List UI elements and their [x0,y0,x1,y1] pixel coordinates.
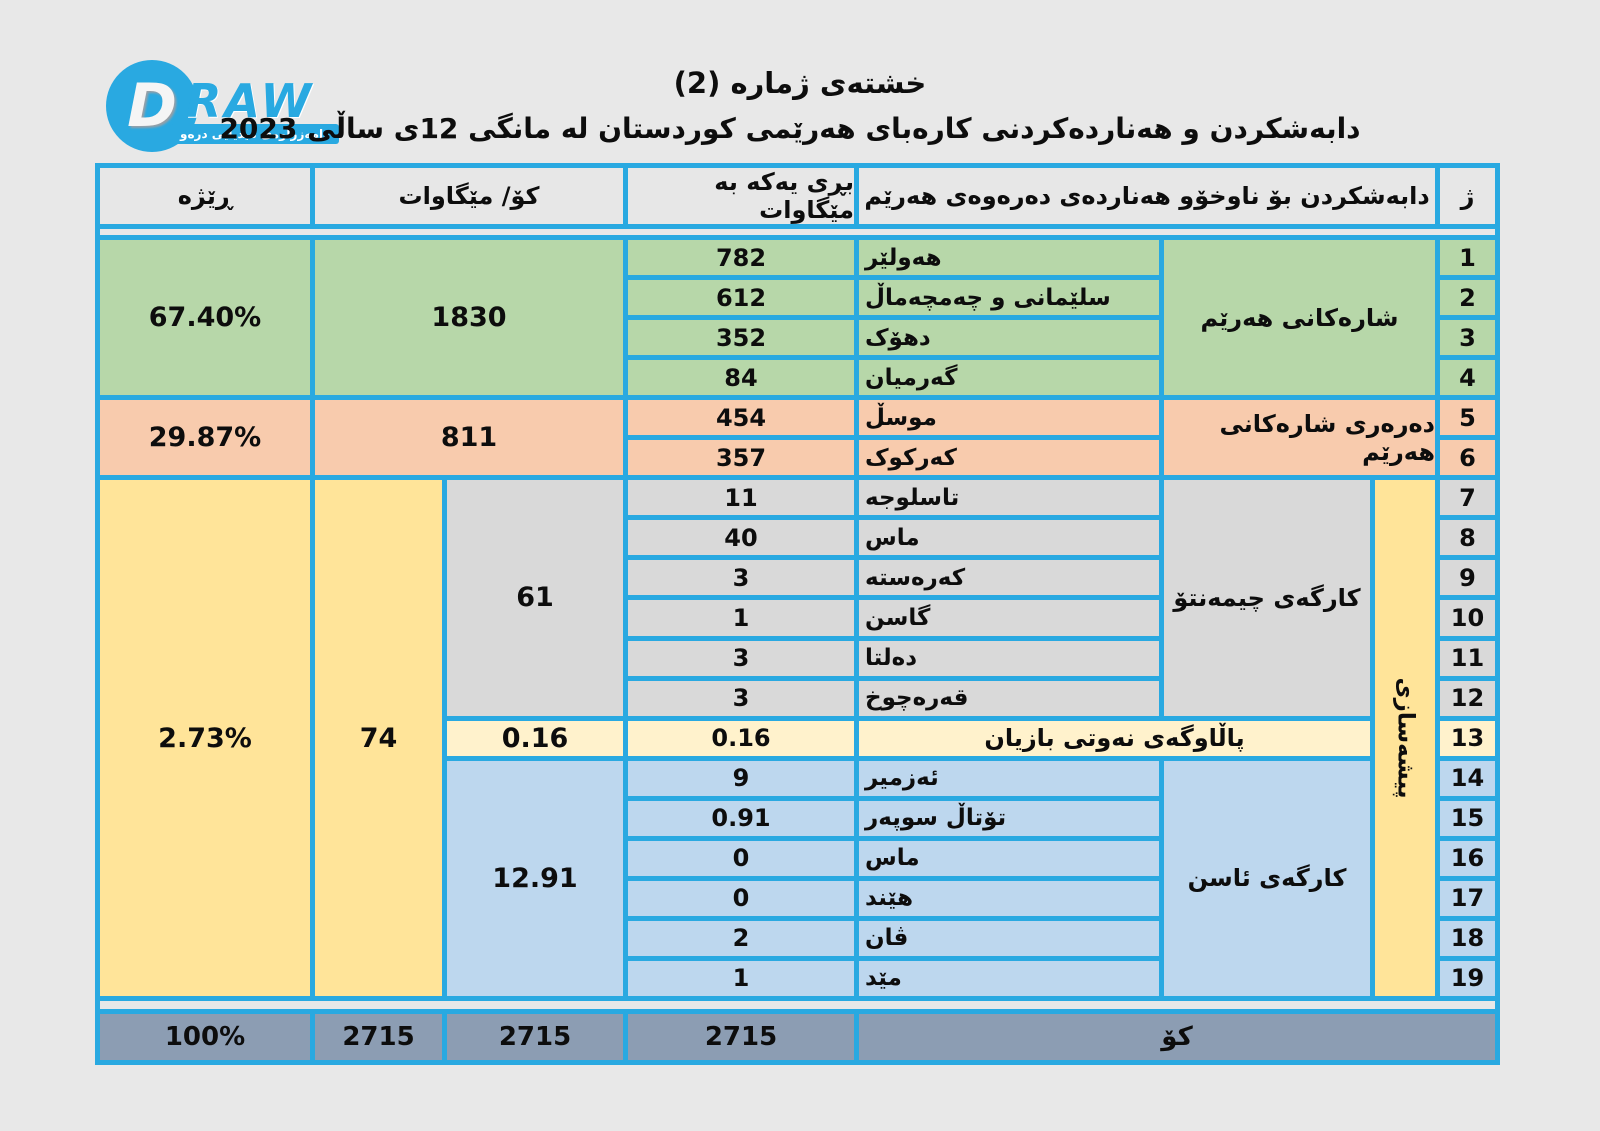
draw-media-logo: D RAW دامەزراوەی میدیایی درەو [106,60,340,160]
outside-region-group-label: دەرەری شارەکانی هەرێم [1164,400,1435,476]
grand-total-a: 2715 [315,1013,442,1060]
header-row-number: ژ [1440,168,1495,224]
header-ratio: ڕێژە [100,168,310,224]
unit-cell: 0.91 [628,800,854,836]
row-number-cell: 7 [1440,480,1495,516]
row-number-cell: 12 [1440,680,1495,716]
row-number-cell: 8 [1440,520,1495,556]
grand-total-label: کۆ [859,1013,1495,1060]
outside-region-total: 811 [315,400,623,476]
header-body-divider [100,229,1495,235]
row-number-cell: 1 [1440,240,1495,276]
name-cell: سلێمانی و چەمچەماڵ [859,280,1159,316]
name-cell: مێد [859,960,1159,996]
row-number-cell: 10 [1440,600,1495,636]
page-subtitle: دابەشکردن و هەناردەکردنی کارەبای هەرێمی … [219,112,1361,145]
name-cell: هێند [859,880,1159,916]
grand-total-unit: 2715 [628,1013,854,1060]
unit-cell: 84 [628,360,854,396]
unit-cell: 2 [628,920,854,956]
logo-letter-d: D [127,71,177,141]
refinery-unit: 0.16 [628,720,854,756]
unit-cell: 3 [628,640,854,676]
page-title: خشتەی ژماره (2) [673,66,927,100]
unit-cell: 40 [628,520,854,556]
cement-subtotal: 61 [447,480,623,716]
name-cell: ئەزمیر [859,760,1159,796]
name-cell: کەرکوک [859,440,1159,476]
row-number-cell: 18 [1440,920,1495,956]
row-number-cell: 15 [1440,800,1495,836]
unit-cell: 9 [628,760,854,796]
row-number-cell: 2 [1440,280,1495,316]
cement-group-label: کارگەی چیمەنتۆ [1164,480,1370,716]
refinery-subtotal: 0.16 [447,720,623,756]
iron-group-label: کارگەی ئاسن [1164,760,1370,996]
name-cell: قەرەچوخ [859,680,1159,716]
row-number-cell: 3 [1440,320,1495,356]
logo-wordmark: RAW [186,74,315,128]
unit-cell: 352 [628,320,854,356]
logo-banner-text: دامەزراوەی میدیایی درەو [170,124,340,144]
unit-cell: 3 [628,680,854,716]
region-cities-ratio: 67.40% [100,240,310,396]
unit-cell: 1 [628,960,854,996]
name-cell: هەولێر [859,240,1159,276]
industry-total: 74 [315,480,442,996]
unit-cell: 3 [628,560,854,596]
name-cell: گاسن [859,600,1159,636]
industry-vertical-label-text: پیشەسازی [1391,677,1418,799]
name-cell: دهۆک [859,320,1159,356]
name-cell: ڤان [859,920,1159,956]
unit-cell: 357 [628,440,854,476]
row-number-cell: 6 [1440,440,1495,476]
row-number-cell: 9 [1440,560,1495,596]
row-number-cell: 19 [1440,960,1495,996]
iron-subtotal: 12.91 [447,760,623,996]
row-number-cell: 16 [1440,840,1495,876]
grand-total-b: 2715 [447,1013,623,1060]
row-number-cell: 5 [1440,400,1495,436]
header-category: دابەشکردن بۆ ناوخۆو هەناردەی دەرەوەی هەر… [859,168,1435,224]
grand-total-ratio: 100% [100,1013,310,1060]
row-number-cell: 14 [1440,760,1495,796]
body-footer-divider [100,1000,1495,1009]
name-cell: تاسلوجە [859,480,1159,516]
unit-cell: 782 [628,240,854,276]
unit-cell: 612 [628,280,854,316]
refinery-name: پاڵاوگەی نەوتی بازیان [859,720,1370,756]
name-cell: موسڵ [859,400,1159,436]
row-number-cell: 4 [1440,360,1495,396]
header-unit-amount: بڕی یەکە بە مێگاوات [628,168,854,224]
name-cell: ماس [859,840,1159,876]
unit-cell: 1 [628,600,854,636]
name-cell: ماس [859,520,1159,556]
name-cell: تۆتاڵ سوپەر [859,800,1159,836]
logo-circle-icon: D [106,60,198,152]
industry-vertical-label: پیشەسازی [1375,480,1435,996]
electricity-distribution-table: ڕێژە کۆ/ مێگاوات بڕی یەکە بە مێگاوات داب… [95,163,1500,1065]
row-number-cell: 17 [1440,880,1495,916]
region-cities-total: 1830 [315,240,623,396]
unit-cell: 0 [628,840,854,876]
row-number-cell: 11 [1440,640,1495,676]
region-cities-group-label: شارەکانی هەرێم [1164,240,1435,396]
row-number-cell: 13 [1440,720,1495,756]
name-cell: کەرەستە [859,560,1159,596]
unit-cell: 11 [628,480,854,516]
name-cell: گەرمیان [859,360,1159,396]
name-cell: دەلتا [859,640,1159,676]
unit-cell: 454 [628,400,854,436]
unit-cell: 0 [628,880,854,916]
header-total-megawatt: کۆ/ مێگاوات [315,168,623,224]
outside-region-ratio: 29.87% [100,400,310,476]
industry-ratio: 2.73% [100,480,310,996]
